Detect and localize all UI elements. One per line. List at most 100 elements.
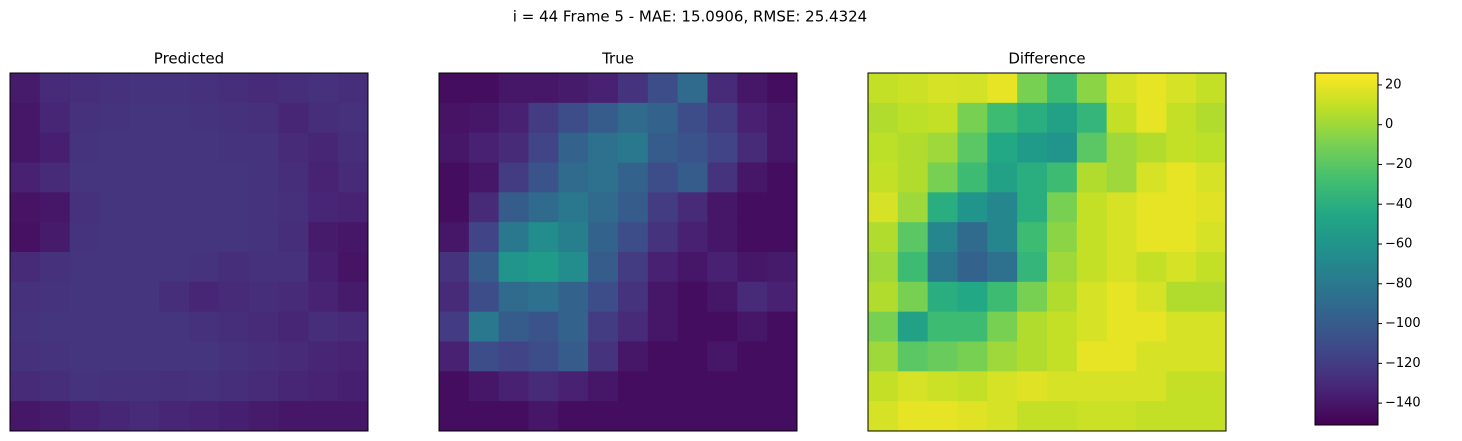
cell: [957, 281, 988, 313]
cell: [677, 192, 708, 223]
cell: [868, 162, 899, 193]
panel-title: True: [601, 50, 634, 68]
cell: [927, 252, 958, 283]
cell: [1047, 401, 1078, 432]
cell: [647, 311, 679, 342]
cell: [99, 252, 130, 283]
cell: [498, 102, 529, 134]
cell: [987, 311, 1018, 342]
cell: [129, 252, 160, 283]
cell: [1136, 341, 1167, 372]
cell: [677, 281, 708, 313]
cell: [737, 252, 768, 283]
cell: [528, 252, 559, 283]
cell: [1196, 401, 1227, 432]
cell: [558, 252, 589, 283]
cell: [218, 162, 250, 193]
cell: [10, 192, 41, 223]
cell: [1136, 252, 1167, 283]
cell: [218, 371, 250, 402]
cell: [10, 311, 41, 342]
cell: [1196, 311, 1227, 342]
cell: [129, 162, 160, 193]
cell: [737, 73, 768, 104]
cell: [647, 162, 679, 193]
cell: [1196, 371, 1227, 402]
cell: [468, 162, 500, 193]
cell: [338, 192, 369, 223]
cell: [1136, 222, 1167, 253]
cell: [189, 281, 220, 313]
cell: [558, 341, 589, 372]
cell: [558, 401, 589, 432]
cell: [218, 102, 250, 134]
cell: [159, 401, 190, 432]
cell: [1076, 222, 1108, 253]
cell: [1047, 192, 1078, 223]
cell: [558, 102, 589, 134]
cell: [248, 401, 279, 432]
cell: [189, 311, 220, 342]
colorbar-tick-label: 20: [1385, 77, 1402, 92]
cell: [1196, 222, 1227, 253]
cell: [129, 102, 160, 134]
cell: [737, 371, 768, 402]
cell: [1166, 192, 1197, 223]
cell: [308, 132, 339, 163]
cell: [1017, 371, 1048, 402]
cell: [468, 73, 500, 104]
colorbar: [1314, 72, 1379, 426]
cell: [528, 73, 559, 104]
cell: [439, 73, 470, 104]
cell: [927, 281, 958, 313]
cell: [737, 132, 768, 163]
cell: [189, 401, 220, 432]
cell: [10, 132, 41, 163]
cell: [159, 162, 190, 193]
cell: [927, 401, 958, 432]
cell: [647, 252, 679, 283]
cell: [868, 102, 899, 134]
cell: [868, 192, 899, 223]
cell: [1106, 162, 1137, 193]
cell: [647, 401, 679, 432]
cell: [558, 192, 589, 223]
cell: [278, 162, 309, 193]
cell: [618, 281, 649, 313]
cell: [129, 132, 160, 163]
cell: [957, 162, 988, 193]
cell: [927, 73, 958, 104]
cell: [468, 252, 500, 283]
cell: [39, 222, 71, 253]
colorbar-tick-label: −20: [1385, 157, 1412, 172]
cell: [99, 281, 130, 313]
cell: [588, 102, 619, 134]
cell: [1106, 281, 1137, 313]
cell: [1047, 73, 1078, 104]
cell: [338, 341, 369, 372]
cell: [588, 132, 619, 163]
cell: [159, 252, 190, 283]
cell: [69, 222, 100, 253]
cell: [707, 222, 738, 253]
cell: [927, 102, 958, 134]
cell: [868, 73, 899, 104]
cell: [439, 162, 470, 193]
cell: [1166, 401, 1197, 432]
cell: [99, 401, 130, 432]
cell: [498, 162, 529, 193]
cell: [897, 341, 929, 372]
cell: [248, 281, 279, 313]
cell: [707, 73, 738, 104]
cell: [338, 371, 369, 402]
cell: [1017, 401, 1048, 432]
cell: [707, 132, 738, 163]
cell: [1166, 102, 1197, 134]
cell: [957, 341, 988, 372]
cell: [868, 281, 899, 313]
cell: [498, 132, 529, 163]
cell: [338, 222, 369, 253]
cell: [647, 341, 679, 372]
cell: [1136, 371, 1167, 402]
cell: [647, 132, 679, 163]
